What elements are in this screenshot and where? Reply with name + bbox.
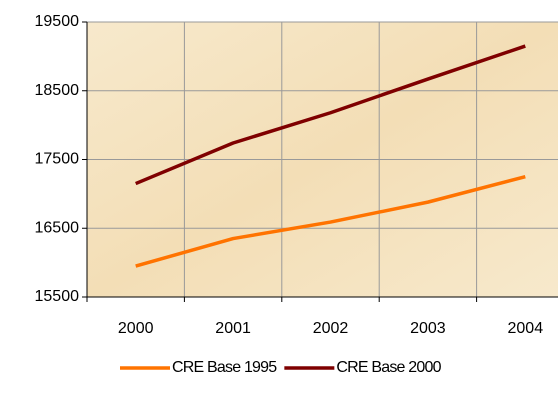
- x-tick-label: 2000: [118, 320, 154, 337]
- series-line: [135, 44, 526, 186]
- legend-label: CRE Base 2000: [336, 359, 441, 376]
- x-tick-label: 2003: [410, 320, 446, 337]
- x-tick-label: 2004: [508, 320, 544, 337]
- y-tick-label: 19500: [35, 13, 80, 30]
- legend-label: CRE Base 1995: [172, 359, 277, 376]
- x-tick-label: 2002: [313, 320, 349, 337]
- y-tick-label: 16500: [35, 219, 80, 236]
- y-tick-label: 15500: [35, 288, 80, 305]
- series-line: [135, 174, 526, 268]
- y-tick-label: 18500: [35, 82, 80, 99]
- x-tick-label: 2001: [215, 320, 251, 337]
- y-tick-label: 17500: [35, 151, 80, 168]
